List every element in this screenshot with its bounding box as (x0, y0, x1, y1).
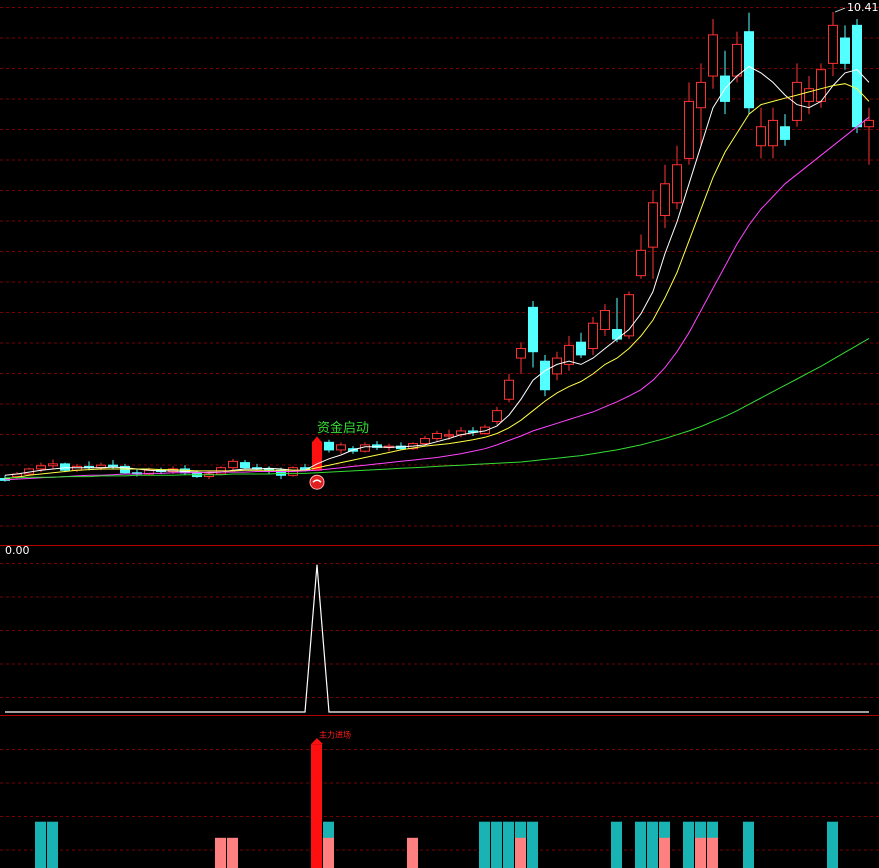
signal-bar (611, 821, 622, 868)
signal-bar (503, 821, 514, 868)
candle-body (48, 463, 58, 467)
signal-bar (323, 837, 334, 868)
signal-bar (227, 837, 238, 868)
grid-pattern (0, 745, 879, 865)
candle-body (480, 426, 490, 434)
indicator-value: 0.00 (5, 544, 30, 557)
signal-bar (647, 821, 658, 868)
signal-bar (659, 837, 670, 868)
moving-average (4, 116, 870, 481)
candle-body (708, 34, 718, 77)
candle-body (660, 183, 670, 216)
signal-icon-swirl (312, 479, 322, 483)
candle-body (648, 202, 658, 248)
signal-bar (827, 821, 838, 868)
candle-body (744, 31, 754, 109)
candle-body (624, 294, 634, 337)
candle-body (552, 357, 562, 375)
signal-bar (215, 837, 226, 868)
indicator-line (5, 564, 869, 713)
candle-body (828, 24, 838, 64)
candle-body (636, 249, 646, 277)
signal-bar (635, 821, 646, 868)
signal-bar (311, 744, 322, 868)
grid-pattern (0, 560, 879, 700)
signal-arrow (311, 738, 323, 745)
moving-average (4, 83, 870, 479)
signal-icon (309, 474, 325, 490)
moving-average (5, 337, 870, 479)
candle-body (336, 444, 346, 451)
annotation: 资金启动 (317, 420, 369, 436)
candle-body (60, 463, 70, 471)
max-label: 10.41 (847, 1, 879, 14)
candle-body (588, 322, 598, 350)
candle-body (432, 432, 442, 440)
signal-bar (707, 837, 718, 868)
candle-body (108, 464, 118, 467)
candle-body (600, 310, 610, 331)
candle-body (780, 126, 790, 140)
signal-bar (695, 837, 706, 868)
signal-bar (479, 821, 490, 868)
candle-body (420, 438, 430, 445)
candle-body (204, 473, 214, 478)
candle-body (576, 341, 586, 356)
candle-body (864, 119, 874, 128)
candle-body (516, 348, 526, 359)
candle-body (504, 379, 514, 400)
candle-body (672, 164, 682, 204)
candle-body (756, 126, 766, 147)
max-leader (834, 7, 846, 13)
candle-body (36, 465, 46, 470)
candle-body (612, 329, 622, 340)
candle-body (240, 462, 250, 469)
candle-body (564, 344, 574, 365)
candle-body (792, 81, 802, 121)
signal-bar (515, 837, 526, 868)
candle-body (372, 444, 382, 448)
signal-bar (743, 821, 754, 868)
annotation: 主力进场 (319, 730, 351, 740)
candle-body (492, 410, 502, 422)
signal-bar (527, 821, 538, 868)
candle-body (840, 37, 850, 64)
signal-bar (47, 821, 58, 868)
candle-body (696, 81, 706, 109)
candle-body (768, 119, 778, 147)
candle-body (276, 469, 286, 476)
signal-bar (407, 837, 418, 868)
candle-body (852, 24, 862, 128)
candle-body (540, 360, 550, 391)
signal-bar (491, 821, 502, 868)
signal-arrow (312, 436, 322, 443)
candle-body (444, 434, 454, 437)
signal-bar (683, 821, 694, 868)
signal-bar (35, 821, 46, 868)
candle-body (324, 441, 334, 451)
candle-body (528, 306, 538, 353)
candle-body (228, 460, 238, 469)
grid-pattern (0, 0, 879, 530)
moving-average (4, 65, 870, 476)
candle-body (684, 100, 694, 159)
candle-body (468, 430, 478, 433)
candle-body (804, 88, 814, 102)
candle-body (732, 43, 742, 77)
candle-body (120, 465, 130, 474)
